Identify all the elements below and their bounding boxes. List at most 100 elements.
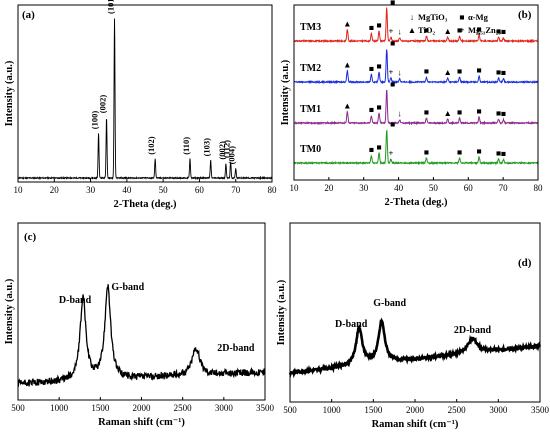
band-label: G-band: [111, 282, 144, 293]
axes-frame: [17, 4, 273, 183]
x-tick-label: 1000: [50, 403, 69, 413]
phase-marker-alphamg: ■: [501, 68, 506, 78]
legend-symbol: ▲: [408, 25, 416, 35]
phase-marker-alphamg: ■: [477, 106, 482, 116]
x-tick-label: 3500: [256, 403, 275, 413]
raman-line-series: [17, 284, 266, 387]
sample-label: TM3: [300, 22, 321, 33]
x-tick-label: 70: [231, 185, 241, 195]
phase-marker-tio2: ▲: [444, 67, 452, 77]
x-tick-label: 3000: [489, 405, 508, 415]
phase-marker-alphamg: ■: [424, 107, 429, 117]
text-layer: 10 20 30 40 50 60 70 80 2-Theta (deg.) Intensity …: [4, 0, 550, 430]
phase-marker-mg51zn20: +: [388, 26, 393, 36]
band-label: G-band: [373, 298, 406, 309]
raman-line-series: [288, 317, 542, 379]
sample-label: TM1: [300, 104, 321, 115]
peak-label: (112): [222, 140, 232, 158]
phase-marker-alphamg: ■: [496, 26, 501, 36]
x-tick-label: 70: [499, 183, 509, 193]
phase-marker-tio2: ▲: [444, 108, 452, 118]
panel-label: (c): [24, 231, 37, 243]
phase-marker-alphamg: ■: [390, 79, 395, 89]
x-tick-label: 50: [159, 185, 169, 195]
x-tick-label: 1500: [364, 405, 383, 415]
phase-marker-alphamg: ■: [369, 23, 374, 33]
peak-label: (004): [227, 146, 237, 165]
y-axis-title: Intensity (a.u.): [4, 60, 15, 126]
legend-symbol: +: [460, 25, 465, 35]
y-axis-title: Intensity (a.u.): [280, 59, 291, 125]
axes-frame: [289, 222, 541, 403]
xrd-line-series: [17, 18, 273, 181]
phase-marker-mgtio3: ↓: [397, 68, 401, 78]
x-axis-title: 2-Theta (deg.): [385, 197, 448, 208]
phase-marker-mgtio3: ↓: [397, 27, 401, 37]
band-label: 2D-band: [217, 343, 255, 354]
phase-marker-alphamg: ■: [477, 65, 482, 75]
x-tick-label: 2500: [448, 405, 467, 415]
phase-marker-alphamg: ■: [390, 0, 395, 7]
x-tick-label: 30: [86, 185, 96, 195]
phase-marker-mg51zn20: +: [388, 67, 393, 77]
band-label: D-band: [335, 319, 368, 330]
x-tick-label: 30: [359, 183, 369, 193]
x-tick-label: 80: [268, 185, 278, 195]
phase-marker-alphamg: ■: [501, 109, 506, 119]
peak-label: (110): [181, 137, 191, 155]
x-tick-label: 10: [290, 183, 300, 193]
phase-marker-mgtio3: ↓: [397, 109, 401, 119]
phase-marker-alphamg: ■: [496, 67, 501, 77]
xrd-line-series-tm2: [293, 49, 539, 85]
xrd-line-series-tm0: [293, 129, 539, 166]
xrd-line-series-tm3: [293, 6, 539, 44]
phase-marker-mg51zn20: +: [388, 148, 393, 158]
phase-marker-tio2: ▲: [343, 59, 351, 69]
x-tick-label: 1500: [91, 403, 110, 413]
phase-marker-alphamg: ■: [424, 25, 429, 35]
phase-marker-tio2: ▲: [444, 26, 452, 36]
x-tick-label: 40: [394, 183, 404, 193]
y-axis-title: Intensity (a.u.): [276, 279, 287, 345]
plot-lines-layer: [17, 6, 542, 387]
phase-marker-alphamg: ■: [369, 105, 374, 115]
phase-marker-tio2: ▲: [343, 18, 351, 28]
peak-label: (002): [98, 95, 108, 114]
phase-marker-alphamg: ■: [390, 119, 395, 129]
legend-entry: TiO₂: [418, 25, 435, 35]
x-tick-label: 80: [534, 183, 544, 193]
x-tick-label: 1000: [323, 405, 342, 415]
peak-label: (100): [90, 111, 100, 130]
y-axis-title: Intensity (a.u.): [4, 278, 15, 344]
legend-entry: Mg₅₁Zn₂₀: [468, 25, 501, 35]
band-label: 2D-band: [454, 325, 492, 336]
legend-entry: α-Mg: [468, 12, 489, 22]
legend-symbol: ↓: [410, 12, 414, 22]
phase-marker-alphamg: ■: [496, 108, 501, 118]
sample-label: TM0: [300, 144, 321, 155]
phase-marker-tio2: ▲: [343, 100, 351, 110]
x-axis-title: Raman shift (cm⁻¹): [98, 417, 185, 428]
phase-marker-alphamg: ■: [424, 147, 429, 157]
phase-marker-alphamg: ■: [424, 66, 429, 76]
x-tick-label: 3500: [531, 405, 550, 415]
x-tick-label: 20: [324, 183, 334, 193]
sample-label: TM2: [300, 63, 321, 74]
peak-label: (101): [106, 0, 116, 14]
x-tick-label: 10: [14, 185, 24, 195]
legend-entry: MgTiO₃: [418, 12, 448, 22]
phase-marker-alphamg: ■: [390, 38, 395, 48]
panel-label: (b): [518, 9, 532, 21]
phase-marker-alphamg: ■: [477, 146, 482, 156]
x-axis-title: Raman shift (cm⁻¹): [372, 419, 459, 430]
x-tick-label: 50: [429, 183, 439, 193]
axes-frame: [293, 4, 539, 181]
legend-symbol: ■: [459, 12, 464, 22]
phase-marker-alphamg: ■: [369, 64, 374, 74]
phase-marker-alphamg: ■: [376, 61, 381, 71]
x-tick-label: 2000: [133, 403, 152, 413]
x-tick-label: 2000: [406, 405, 425, 415]
x-tick-label: 500: [11, 403, 25, 413]
phase-marker-alphamg: ■: [477, 24, 482, 34]
